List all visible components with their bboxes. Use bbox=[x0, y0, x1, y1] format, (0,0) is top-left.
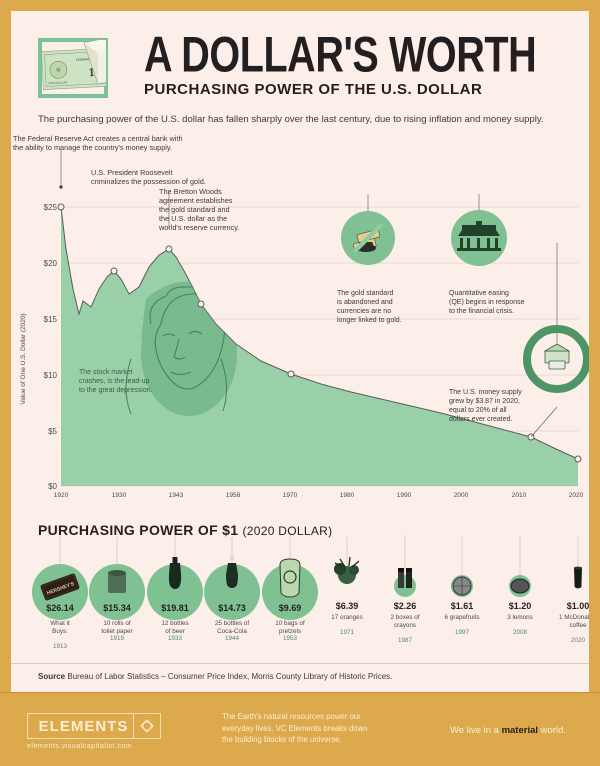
svg-text:to the great depression.: to the great depression. bbox=[79, 387, 153, 394]
svg-text:U.S. President Roosevelt: U.S. President Roosevelt bbox=[91, 168, 173, 177]
svg-text:2020: 2020 bbox=[571, 637, 586, 644]
svg-text:2010: 2010 bbox=[512, 492, 527, 499]
svg-text:$20: $20 bbox=[44, 259, 58, 268]
svg-text:the U.S. dollar as the: the U.S. dollar as the bbox=[159, 214, 227, 223]
svg-text:$15.34: $15.34 bbox=[103, 603, 131, 613]
svg-text:2020: 2020 bbox=[569, 492, 584, 499]
svg-text:$1.61: $1.61 bbox=[451, 601, 474, 611]
svg-text:Coca-Cola: Coca-Cola bbox=[217, 628, 247, 635]
svg-text:1 McDonald's: 1 McDonald's bbox=[559, 614, 589, 621]
svg-text:$1.00: $1.00 bbox=[567, 601, 589, 611]
svg-text:1970: 1970 bbox=[283, 492, 298, 499]
svg-text:dollars ever created.: dollars ever created. bbox=[449, 416, 512, 423]
svg-text:$0: $0 bbox=[48, 482, 57, 491]
svg-text:1953: 1953 bbox=[283, 635, 298, 642]
svg-text:$6.39: $6.39 bbox=[336, 601, 359, 611]
svg-text:1920: 1920 bbox=[54, 492, 69, 499]
svg-text:Quantitative easing: Quantitative easing bbox=[449, 290, 509, 297]
svg-text:The Federal Reserve Act create: The Federal Reserve Act creates a centra… bbox=[13, 134, 183, 143]
svg-text:1943: 1943 bbox=[169, 492, 184, 499]
svg-text:1930: 1930 bbox=[112, 492, 127, 499]
svg-text:6 grapefruits: 6 grapefruits bbox=[444, 614, 479, 621]
svg-text:1944: 1944 bbox=[225, 635, 240, 642]
svg-text:the ability to manage the coun: the ability to manage the country's mone… bbox=[13, 143, 172, 152]
svg-text:1919: 1919 bbox=[110, 635, 125, 642]
svg-text:agreement establishes: agreement establishes bbox=[159, 196, 233, 205]
svg-text:1980: 1980 bbox=[340, 492, 355, 499]
svg-text:1913: 1913 bbox=[53, 643, 68, 650]
svg-text:$1.20: $1.20 bbox=[509, 601, 532, 611]
svg-text:$15: $15 bbox=[44, 315, 58, 324]
svg-text:What it: What it bbox=[50, 620, 70, 627]
svg-text:The Bretton Woods: The Bretton Woods bbox=[159, 187, 222, 196]
svg-text:toilet paper: toilet paper bbox=[101, 628, 132, 635]
svg-text:world's reserve currency.: world's reserve currency. bbox=[158, 223, 239, 232]
svg-text:1933: 1933 bbox=[168, 635, 183, 642]
svg-text:is abandoned and: is abandoned and bbox=[337, 299, 393, 306]
svg-text:25 bottles of: 25 bottles of bbox=[215, 620, 250, 627]
svg-text:10 rolls of: 10 rolls of bbox=[103, 620, 131, 627]
svg-text:crayons: crayons bbox=[394, 622, 416, 629]
svg-text:$14.73: $14.73 bbox=[218, 603, 246, 613]
svg-text:criminalizes the possession of: criminalizes the possession of gold. bbox=[91, 177, 206, 186]
svg-text:equal to 20% of all: equal to 20% of all bbox=[449, 407, 507, 414]
svg-text:$26.14: $26.14 bbox=[46, 603, 74, 613]
svg-text:coffee: coffee bbox=[569, 622, 587, 629]
svg-text:1987: 1987 bbox=[398, 637, 413, 644]
svg-text:(QE) begins in response: (QE) begins in response bbox=[449, 299, 525, 306]
svg-text:to the financial crisis.: to the financial crisis. bbox=[449, 308, 514, 315]
svg-text:The stock market: The stock market bbox=[79, 369, 133, 376]
svg-text:3 lemons: 3 lemons bbox=[507, 614, 533, 621]
svg-text:pretzels: pretzels bbox=[279, 628, 301, 635]
svg-text:$5: $5 bbox=[48, 427, 57, 436]
svg-text:of beer: of beer bbox=[165, 628, 185, 635]
svg-text:$2.26: $2.26 bbox=[394, 601, 417, 611]
svg-text:Buys:: Buys: bbox=[52, 628, 68, 635]
svg-text:1990: 1990 bbox=[397, 492, 412, 499]
svg-text:2 boxes of: 2 boxes of bbox=[390, 614, 419, 621]
svg-text:currencies are no: currencies are no bbox=[337, 308, 391, 315]
svg-text:1997: 1997 bbox=[455, 629, 470, 636]
svg-text:grew by $3.87 in 2020,: grew by $3.87 in 2020, bbox=[449, 398, 520, 405]
svg-text:$10: $10 bbox=[44, 371, 58, 380]
svg-text:crashes, is the lead-up: crashes, is the lead-up bbox=[79, 378, 150, 385]
svg-text:2008: 2008 bbox=[513, 629, 528, 636]
svg-text:$25: $25 bbox=[44, 203, 58, 212]
svg-text:$9.69: $9.69 bbox=[279, 603, 302, 613]
svg-text:1958: 1958 bbox=[226, 492, 241, 499]
svg-text:2000: 2000 bbox=[454, 492, 469, 499]
svg-text:longer linked to gold.: longer linked to gold. bbox=[337, 317, 402, 324]
svg-text:Value of One U.S. Dollar (2020: Value of One U.S. Dollar (2020) bbox=[20, 313, 27, 404]
svg-text:12 bottles: 12 bottles bbox=[161, 620, 188, 627]
svg-text:The gold standard: The gold standard bbox=[337, 290, 394, 297]
svg-text:10 bags of: 10 bags of bbox=[275, 620, 305, 627]
svg-text:17 oranges: 17 oranges bbox=[331, 614, 363, 621]
svg-text:$19.81: $19.81 bbox=[161, 603, 189, 613]
svg-text:The U.S. money supply: The U.S. money supply bbox=[449, 389, 522, 396]
svg-text:the gold standard and: the gold standard and bbox=[159, 205, 230, 214]
svg-text:1971: 1971 bbox=[340, 629, 355, 636]
